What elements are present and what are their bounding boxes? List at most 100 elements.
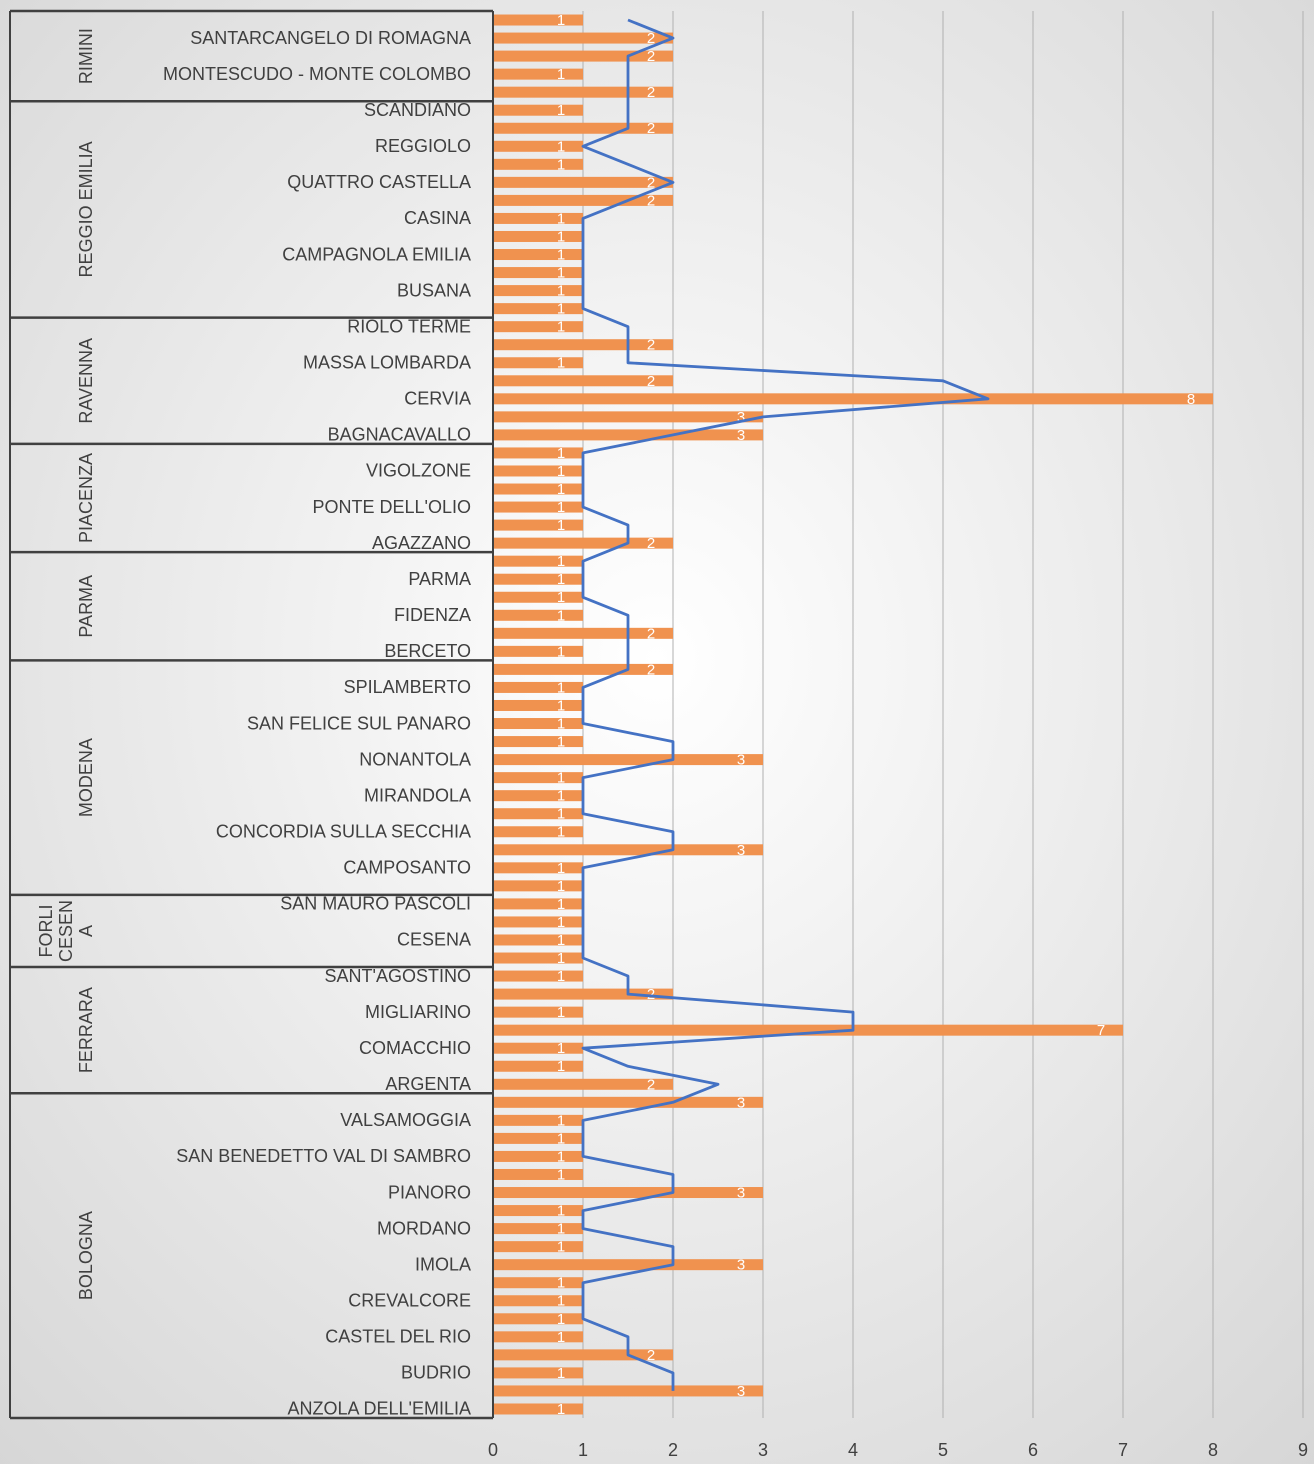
value-label: 1: [557, 463, 565, 480]
value-label: 1: [557, 156, 565, 173]
value-label: 3: [737, 1184, 745, 1201]
value-label: 1: [557, 1221, 565, 1238]
category-label: QUATTRO CASTELLA: [287, 172, 471, 192]
bar: [493, 1313, 583, 1325]
value-label: 2: [647, 84, 655, 101]
value-label: 1: [557, 1040, 565, 1057]
value-label: 1: [557, 1166, 565, 1183]
bar: [493, 104, 583, 116]
group-label: BOLOGNA: [76, 1211, 96, 1300]
bar: [493, 880, 583, 892]
bar: [493, 790, 583, 802]
bar: [493, 68, 583, 80]
bar: [493, 1295, 583, 1307]
value-label: 1: [557, 481, 565, 498]
category-label: NONANTOLA: [359, 749, 471, 769]
value-label: 1: [557, 932, 565, 949]
value-label: 1: [557, 679, 565, 696]
value-label: 1: [557, 1275, 565, 1292]
value-label: 3: [737, 1094, 745, 1111]
bar: [493, 609, 583, 621]
bar: [493, 1078, 673, 1090]
bar: [493, 194, 673, 206]
bar: [493, 447, 583, 459]
value-label: 1: [557, 1004, 565, 1021]
value-label: 1: [557, 499, 565, 516]
bar: [493, 267, 583, 279]
category-label: CASINA: [404, 208, 471, 228]
value-label: 1: [557, 138, 565, 155]
category-label: SPILAMBERTO: [344, 677, 471, 697]
value-label: 1: [557, 12, 565, 29]
bar: [493, 1349, 673, 1361]
value-label: 1: [557, 1203, 565, 1220]
category-label: CONCORDIA SULLA SECCHIA: [216, 822, 471, 842]
category-label: MONTESCUDO - MONTE COLOMBO: [163, 64, 471, 84]
value-label: 1: [557, 1365, 565, 1382]
bar: [493, 339, 673, 351]
bar: [493, 681, 583, 693]
value-label: 1: [557, 734, 565, 751]
bar: [493, 1114, 583, 1126]
group-label: FERRARA: [76, 987, 96, 1073]
x-tick-label: 3: [758, 1440, 768, 1460]
category-label: SANT'AGOSTINO: [325, 966, 471, 986]
category-label: CAMPOSANTO: [343, 858, 471, 878]
value-label: 3: [737, 409, 745, 426]
bar: [493, 230, 583, 242]
value-label: 1: [557, 265, 565, 282]
value-label: 1: [557, 643, 565, 660]
value-label: 1: [557, 1239, 565, 1256]
value-label: 1: [557, 283, 565, 300]
value-label: 1: [557, 1329, 565, 1346]
category-label: CESENA: [397, 930, 471, 950]
value-label: 3: [737, 842, 745, 859]
value-label: 1: [557, 517, 565, 534]
x-tick-label: 0: [488, 1440, 498, 1460]
group-label: PIACENZA: [76, 453, 96, 543]
bar: [493, 718, 583, 730]
bar: [493, 483, 583, 495]
value-label: 1: [557, 697, 565, 714]
category-label: COMACCHIO: [359, 1038, 471, 1058]
bar: [493, 1205, 583, 1217]
value-label: 1: [557, 1058, 565, 1075]
category-label: CAMPAGNOLA EMILIA: [282, 244, 471, 264]
value-label: 2: [647, 535, 655, 552]
category-label: SANTARCANGELO DI ROMAGNA: [190, 28, 471, 48]
category-label: SAN FELICE SUL PANARO: [247, 713, 471, 733]
value-label: 2: [647, 1076, 655, 1093]
bar: [493, 1223, 583, 1235]
bar: [493, 555, 583, 567]
bar: [493, 952, 583, 964]
bar: [493, 826, 583, 838]
value-label: 1: [557, 66, 565, 83]
value-label: 1: [557, 607, 565, 624]
value-label: 1: [557, 1293, 565, 1310]
value-label: 1: [557, 319, 565, 336]
category-label: MASSA LOMBARDA: [303, 353, 471, 373]
value-label: 2: [647, 120, 655, 137]
category-label: SAN BENEDETTO VAL DI SAMBRO: [176, 1146, 471, 1166]
category-label: MORDANO: [377, 1218, 471, 1238]
value-label: 1: [557, 968, 565, 985]
bar: [493, 249, 583, 261]
bar: [493, 321, 583, 333]
category-label: FIDENZA: [394, 605, 471, 625]
bar: [493, 1060, 583, 1072]
bar: [493, 140, 583, 152]
bar: [493, 1132, 583, 1144]
bar: [493, 663, 673, 675]
category-label: SCANDIANO: [364, 100, 471, 120]
bar: [493, 1024, 1123, 1036]
value-label: 1: [557, 788, 565, 805]
bar: [493, 501, 583, 513]
x-tick-label: 1: [578, 1440, 588, 1460]
bar: [493, 519, 583, 531]
value-label: 1: [557, 824, 565, 841]
x-tick-label: 7: [1118, 1440, 1128, 1460]
bar: [493, 375, 673, 387]
category-label: PARMA: [408, 569, 471, 589]
trend-line: [581, 18, 990, 1391]
bar: [493, 411, 763, 423]
